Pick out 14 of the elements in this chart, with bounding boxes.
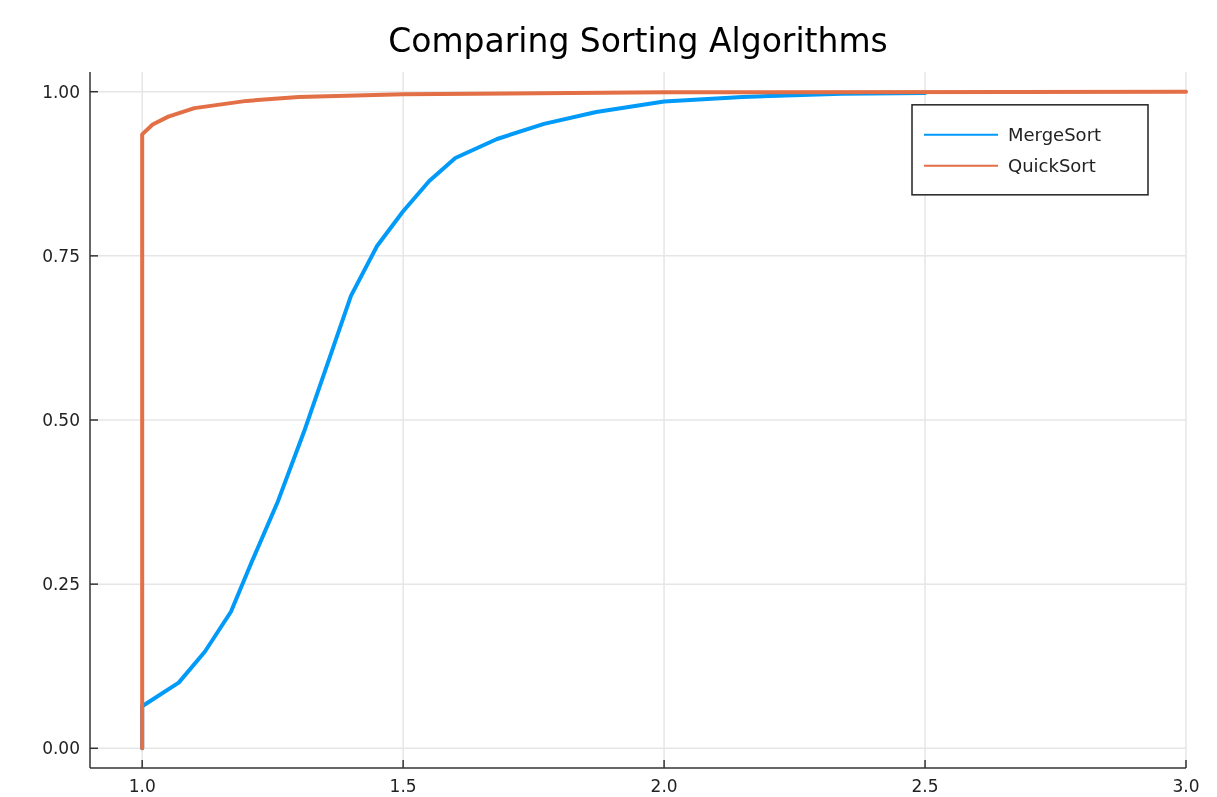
y-tick-label: 0.75 (42, 245, 80, 266)
y-tick-label: 0.25 (42, 574, 80, 595)
x-tick-label: 1.5 (389, 776, 417, 796)
y-tick-label: 1.00 (42, 81, 80, 102)
y-tick-label: 0.50 (42, 410, 80, 430)
x-tick-label: 2.0 (650, 776, 678, 796)
x-tick-label: 3.0 (1172, 776, 1200, 796)
x-tick-label: 1.0 (128, 776, 156, 796)
y-tick-label: 0.00 (42, 738, 80, 759)
chart-title: Comparing Sorting Algorithms (388, 21, 888, 60)
x-tick-label: 2.5 (911, 776, 939, 796)
line-series (140, 89, 1188, 751)
legend-label: MergeSort (1008, 123, 1102, 145)
legend-label: QuickSort (1008, 154, 1096, 176)
